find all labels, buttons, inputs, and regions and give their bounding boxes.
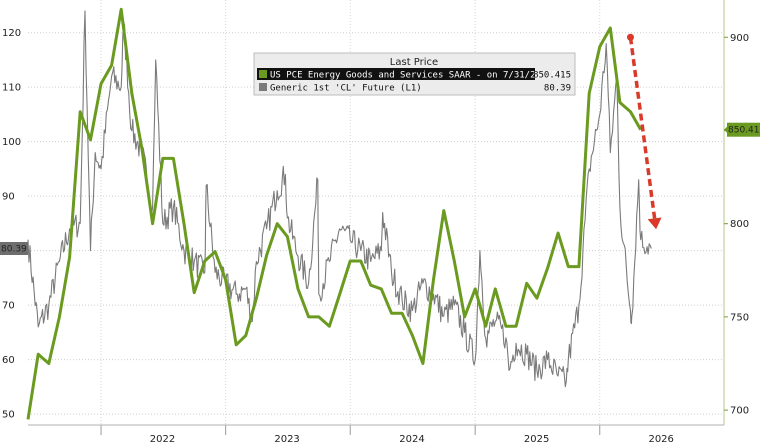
arrow-head xyxy=(647,217,662,230)
x-year-boundaries xyxy=(100,0,601,435)
last-value-left-text: 80.39 xyxy=(1,245,27,255)
y-left-tick-110: 110 xyxy=(2,83,21,94)
y-left-tick-50: 50 xyxy=(2,410,15,421)
legend-title: Last Price xyxy=(390,57,438,68)
legend: Last Price US PCE Energy Goods and Servi… xyxy=(253,52,576,96)
last-value-right: 850.415 xyxy=(724,122,760,137)
y-right-tick-900: 900 xyxy=(730,33,749,44)
legend-entry-2-swatch xyxy=(259,83,267,91)
x-tick-2022: 2022 xyxy=(150,434,175,445)
y-right-tick-700: 700 xyxy=(730,406,749,417)
last-value-right-text: 850.415 xyxy=(728,126,760,136)
x-tick-2024: 2024 xyxy=(399,434,424,445)
y-right-tick-750: 750 xyxy=(730,312,749,323)
legend-entry-1-label: US PCE Energy Goods and Services SAAR - … xyxy=(270,71,568,81)
legend-entry-2-value: 80.39 xyxy=(544,84,571,94)
x-tick-2025: 2025 xyxy=(524,434,549,445)
x-tick-2023: 2023 xyxy=(274,434,299,445)
x-ticks: 2022 2023 2024 2025 2026 xyxy=(150,434,674,445)
last-value-left: 80.39 xyxy=(0,242,28,255)
x-tick-2026: 2026 xyxy=(648,434,673,445)
legend-entry-1-value: 850.415 xyxy=(533,71,571,81)
y-right-tick-800: 800 xyxy=(730,219,749,230)
last-value-left-box xyxy=(0,242,28,255)
legend-entry-1-highlight xyxy=(257,68,535,80)
legend-entry-1-swatch xyxy=(259,70,267,78)
last-value-right-box xyxy=(727,122,760,137)
series-line-cl-future xyxy=(27,10,652,388)
series-layer xyxy=(26,7,652,420)
y-left-tick-60: 60 xyxy=(2,355,15,366)
axes xyxy=(28,0,725,426)
y-left-tick-120: 120 xyxy=(2,28,21,39)
y-left-tick-70: 70 xyxy=(2,301,15,312)
y-left-tick-100: 100 xyxy=(2,137,21,148)
y-left-tick-90: 90 xyxy=(2,192,15,203)
arrow-shaft xyxy=(628,37,657,219)
annotations xyxy=(626,33,662,230)
series-line-pce-energy xyxy=(26,7,643,420)
legend-entry-2-label: Generic 1st 'CL' Future (L1) xyxy=(270,84,422,94)
